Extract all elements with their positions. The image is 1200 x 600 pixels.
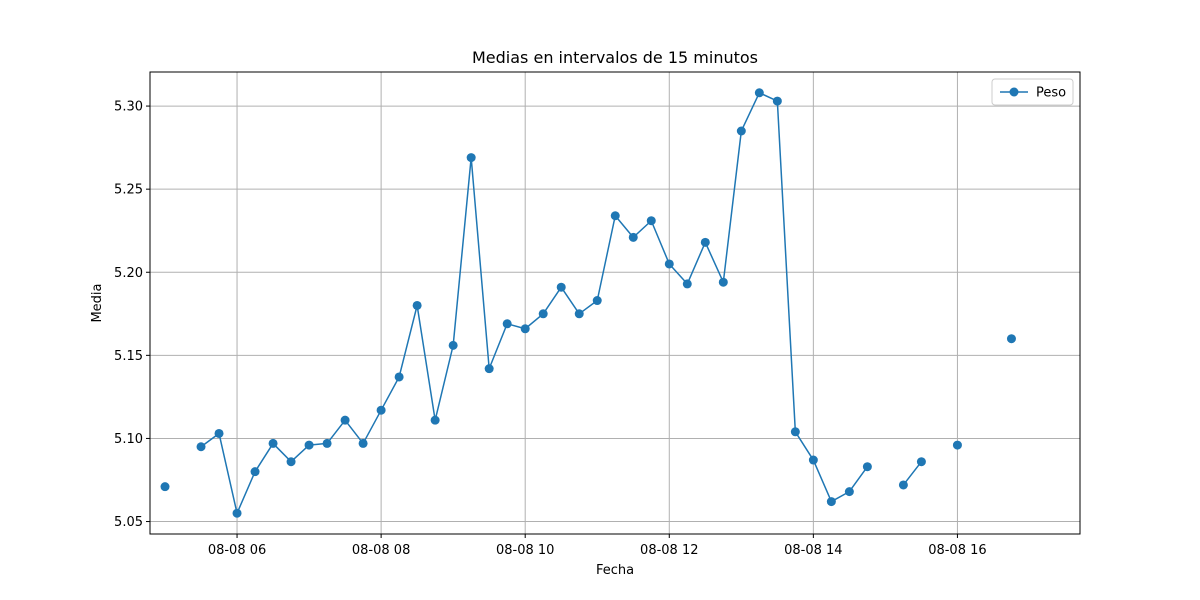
data-point (448, 340, 458, 350)
data-point (808, 455, 818, 465)
legend-box (991, 78, 1074, 106)
data-point (916, 457, 926, 467)
data-point (196, 442, 206, 452)
data-point (322, 438, 332, 448)
x-tick-label: 08-08 14 (784, 543, 842, 558)
x-axis-label: Fecha (596, 563, 634, 578)
data-point (250, 467, 260, 477)
data-point (592, 296, 602, 306)
data-point (898, 480, 908, 490)
data-point (664, 259, 674, 269)
series-layer (160, 88, 1016, 518)
data-point (340, 415, 350, 425)
data-point (628, 232, 638, 242)
y-axis-label: Media (90, 283, 105, 322)
data-point (790, 427, 800, 437)
data-point (556, 282, 566, 292)
data-point (484, 364, 494, 374)
data-point (268, 438, 278, 448)
data-point (952, 440, 962, 450)
ticks: 08-08 06 08-08 08 08-08 10 08-08 12 08-08 14… (114, 100, 987, 558)
x-tick-label: 08-08 10 (496, 543, 554, 558)
data-point (646, 216, 656, 226)
data-point (376, 405, 386, 415)
data-point (538, 309, 548, 319)
data-point (412, 300, 422, 310)
x-tick-label: 08-08 12 (640, 543, 698, 558)
data-point (520, 324, 530, 334)
data-point (160, 482, 170, 492)
data-point (736, 126, 746, 136)
y-tick-label: 5.30 (114, 100, 143, 115)
chart-title: Medias en intervalos de 15 minutos (472, 48, 758, 67)
x-tick-label: 08-08 08 (352, 543, 410, 558)
y-tick-label: 5.25 (114, 183, 143, 198)
y-tick-label: 5.15 (114, 349, 143, 364)
x-tick-label: 08-08 16 (928, 543, 986, 558)
data-point (304, 440, 314, 450)
data-point (700, 237, 710, 247)
y-tick-label: 5.05 (114, 515, 143, 530)
x-tick-label: 08-08 06 (208, 543, 266, 558)
plot-frame (149, 71, 1081, 535)
data-point (826, 497, 836, 507)
data-point (394, 372, 404, 382)
data-point (430, 415, 440, 425)
data-point (232, 508, 242, 518)
grid (150, 72, 1080, 534)
y-tick-label: 5.20 (114, 266, 143, 281)
data-point (574, 309, 584, 319)
data-point (682, 279, 692, 289)
data-point (610, 211, 620, 221)
data-point (358, 438, 368, 448)
data-point (844, 487, 854, 497)
data-point (214, 428, 224, 438)
data-point (286, 457, 296, 467)
legend-label: Peso (1036, 86, 1066, 101)
legend: Peso (991, 78, 1074, 106)
legend-marker-icon (1009, 87, 1019, 97)
data-point (862, 462, 872, 472)
y-tick-label: 5.10 (114, 432, 143, 447)
data-point (466, 153, 476, 163)
data-point (502, 319, 512, 329)
data-point (772, 96, 782, 106)
data-point (754, 88, 764, 98)
data-point (718, 277, 728, 287)
data-point (1006, 334, 1016, 344)
